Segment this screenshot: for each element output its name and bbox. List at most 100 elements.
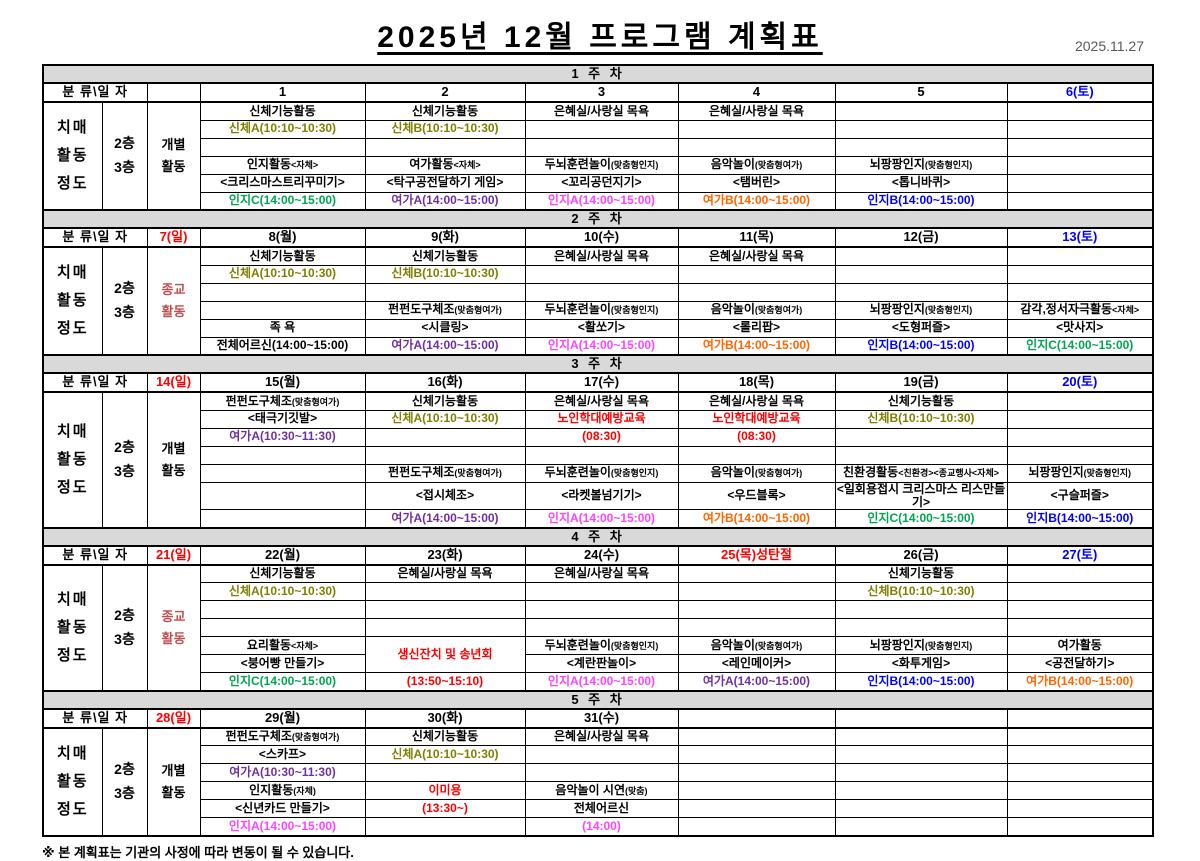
day-header: 10(수) [524, 227, 679, 248]
day-header: 11(목) [677, 227, 836, 248]
schedule-cell: 신체기능활동 [834, 564, 1008, 584]
cell-text: 은혜실/사랑실 목욕 [554, 729, 649, 744]
schedule-cell [834, 119, 1008, 139]
cell-subtext: (맞춤형인지) [1083, 468, 1132, 479]
cell-text: <접시체조> [415, 488, 475, 503]
day-header: 8(월) [199, 227, 366, 248]
schedule-cell: <롤리팝> [677, 318, 836, 338]
day-header: 15(월) [199, 372, 366, 393]
schedule-cell [199, 445, 366, 465]
schedule-cell [199, 481, 366, 511]
schedule-cell: <도형퍼즐> [834, 318, 1008, 338]
schedule-cell: <신년카드 만들기> [199, 799, 366, 819]
schedule-cell [834, 618, 1008, 638]
cell-text: 여가활동 [1057, 638, 1102, 653]
schedule-cell: <라켓볼넘기기> [524, 481, 679, 511]
cell-text: 신체기능활동 [887, 566, 955, 581]
schedule-cell: 두뇌훈련놀이(맞춤형인지) [524, 155, 679, 175]
schedule-cell [524, 264, 679, 284]
schedule-cell [1006, 582, 1154, 602]
schedule-cell: 친환경활동<친환경><종교행사<자체> [834, 463, 1008, 483]
schedule-cell: 인지활동(자체) [199, 781, 366, 801]
schedule-cell: 음악놀이(맞춤형여가) [677, 636, 836, 656]
schedule-cell [364, 137, 526, 157]
schedule-cell [1006, 618, 1154, 638]
cell-text: 전체어르신 [573, 801, 630, 816]
schedule-cell: 신체기능활동 [364, 101, 526, 121]
cell-subtext: (맞춤형인지) [610, 160, 659, 171]
cell-text: 친환경활동 [842, 465, 899, 480]
day-header: 13(토) [1006, 227, 1154, 248]
cell-text: 신체A(10:10~10:30) [228, 266, 337, 281]
sunday-header: 14(일) [146, 372, 201, 393]
day-header: 4 [677, 82, 836, 103]
schedule-cell [677, 564, 836, 584]
schedule-cell: 두뇌훈련놀이(맞춤형인지) [524, 300, 679, 320]
cell-text: 여가A(10:30~11:30) [229, 429, 336, 444]
cell-text: 은혜실/사랑실 목욕 [709, 393, 804, 408]
cell-text: 여가B(14:00~15:00) [702, 193, 811, 208]
cell-text: 신체B(10:10~10:30) [391, 266, 499, 281]
day-header [834, 708, 1008, 729]
cell-text: 음악놀이 시연 [555, 783, 625, 798]
schedule-cell: 신체B(10:10~10:30) [834, 582, 1008, 602]
cell-text: 두뇌훈련놀이 [544, 638, 611, 653]
schedule-cell [677, 781, 836, 801]
schedule-cell [834, 817, 1008, 837]
schedule-cell: 신체기능활동 [199, 564, 366, 584]
schedule-cell: <스카프> [199, 745, 366, 765]
cell-text: 음악놀이 [710, 157, 755, 172]
activity-type-label: 개별 활동 [146, 727, 201, 837]
schedule-cell: 은혜실/사랑실 목욕 [524, 727, 679, 747]
schedule-cell [1006, 799, 1154, 819]
schedule-cell [834, 727, 1008, 747]
schedule-cell [524, 582, 679, 602]
schedule-cell: 이미용 [364, 781, 526, 801]
schedule-cell [199, 300, 366, 320]
cell-text: 펀펀도구체조 [388, 302, 455, 317]
day-header: 24(수) [524, 545, 679, 566]
cell-text: <화투게임> [891, 656, 951, 671]
schedule-cell [1006, 282, 1154, 302]
day-header: 31(수) [524, 708, 679, 729]
schedule-cell: 뇌팡팡인지(맞춤형인지) [834, 155, 1008, 175]
week-band-label: 2 주 차 [42, 209, 1154, 229]
schedule-cell: 여가B(14:00~15:00) [1006, 672, 1154, 692]
cell-text: <라켓볼넘기기> [561, 488, 642, 503]
schedule-cell [364, 763, 526, 783]
schedule-cell [677, 264, 836, 284]
schedule-cell [834, 600, 1008, 620]
cell-subtext: <자체> [291, 641, 319, 652]
cell-subtext: (맞춤형여가) [454, 305, 502, 316]
cell-text: 뇌팡팡인지 [1028, 465, 1084, 480]
schedule-cell [677, 817, 836, 837]
cell-subtext: (맞춤형여가) [754, 468, 803, 479]
cell-text: 여가A(10:30~11:30) [229, 765, 336, 780]
footnote: ※ 본 계획표는 기관의 사정에 따라 변동이 될 수 있습니다. [42, 844, 354, 860]
schedule-cell: <일회용접시 크리스마스 리스만들기> [834, 481, 1008, 511]
schedule-cell: 인지B(14:00~15:00) [1006, 509, 1154, 529]
cell-subtext: (맞춤형인지) [924, 160, 973, 171]
floors-label: 2층 3층 [101, 727, 148, 837]
schedule-cell: 신체B(10:10~10:30) [364, 119, 526, 139]
cell-text: 은혜실/사랑실 목욕 [554, 248, 649, 263]
cell-text: 이미용 [428, 783, 462, 798]
schedule-cell: 은혜실/사랑실 목욕 [524, 391, 679, 411]
day-header: 18(목) [677, 372, 836, 393]
cell-text: 노인학대예방교육 [712, 411, 801, 426]
activity-type-label: 종교 활동 [146, 564, 201, 692]
schedule-cell [677, 618, 836, 638]
cell-text: <시클링> [421, 320, 469, 335]
schedule-cell: 인지A(14:00~15:00) [524, 509, 679, 529]
cell-text: 신체기능활동 [249, 103, 316, 118]
day-header [1006, 708, 1154, 729]
schedule-cell [1006, 264, 1154, 284]
category-label: 치매 활동 정도 [42, 391, 103, 529]
cell-text: 은혜실/사랑실 목욕 [554, 103, 649, 118]
schedule-cell [834, 781, 1008, 801]
cell-subtext: (자체) [293, 786, 316, 797]
